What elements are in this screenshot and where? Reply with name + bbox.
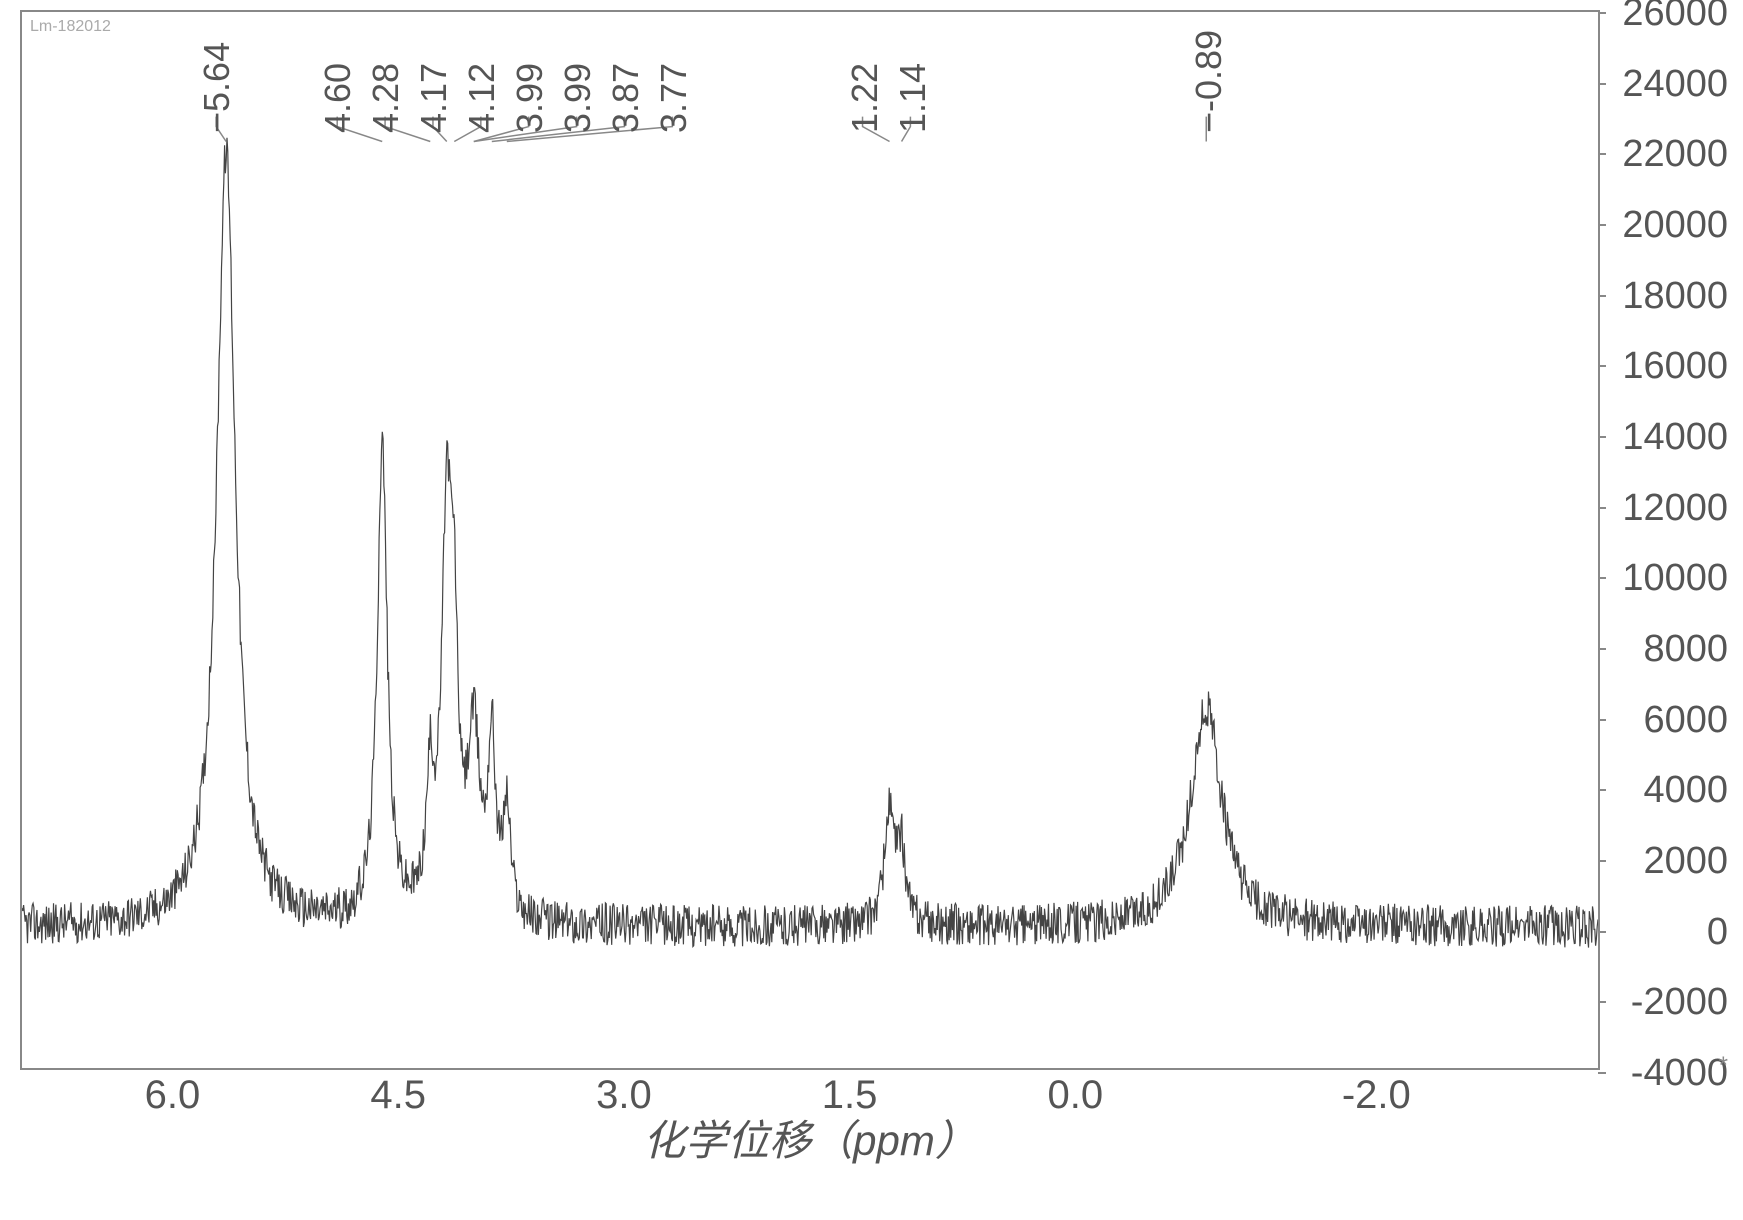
x-tick-label: 6.0 [145,1073,201,1118]
y-tick-mark [1598,931,1606,933]
y-tick-label: 4000 [1643,769,1728,812]
y-tick-mark [1598,577,1606,579]
peak-label: 4.12 [461,63,503,133]
y-tick-mark [1598,507,1606,509]
y-tick-label: 14000 [1622,416,1728,459]
y-tick-mark [1598,1072,1606,1074]
y-tick-mark [1598,860,1606,862]
y-tick-mark [1598,224,1606,226]
y-tick-label: 16000 [1622,345,1728,388]
y-tick-label: 26000 [1622,0,1728,35]
y-tick-mark [1598,12,1606,14]
peak-label: 1.14 [892,63,934,133]
peak-label: 4.17 [413,63,455,133]
y-tick-label: 18000 [1622,275,1728,318]
y-tick-mark [1598,153,1606,155]
y-tick-label: 8000 [1643,628,1728,671]
x-tick-label: 4.5 [370,1073,426,1118]
x-tick-label: 0.0 [1048,1073,1104,1118]
nmr-chart: Lm-182012 −5.644.604.284.174.123.993.993… [20,10,1600,1070]
y-tick-mark [1598,789,1606,791]
peak-label: 4.28 [365,63,407,133]
asterisk-mark: * [1719,1052,1728,1080]
y-tick-label: 22000 [1622,133,1728,176]
y-tick-mark [1598,719,1606,721]
peak-label: 4.60 [317,63,359,133]
x-tick-label: -2.0 [1342,1073,1411,1118]
y-tick-label: -2000 [1631,981,1728,1024]
peak-label: 3.99 [557,63,599,133]
y-tick-label: 12000 [1622,487,1728,530]
y-tick-label: 10000 [1622,557,1728,600]
peak-label: 3.99 [509,63,551,133]
y-tick-label: 2000 [1643,840,1728,883]
peak-label: 1.22 [844,63,886,133]
y-tick-mark [1598,365,1606,367]
peak-label: 3.87 [605,63,647,133]
y-tick-label: -4000 [1631,1052,1728,1095]
spectrum-plot [22,12,1598,1068]
y-tick-label: 0 [1707,911,1728,954]
y-tick-mark [1598,648,1606,650]
y-tick-label: 6000 [1643,699,1728,742]
x-axis-label: 化学位移（ppm） [643,1107,977,1168]
peak-label: −5.64 [196,42,238,133]
y-tick-mark [1598,83,1606,85]
peak-label: 3.77 [653,63,695,133]
y-tick-label: 20000 [1622,204,1728,247]
y-tick-mark [1598,295,1606,297]
y-tick-mark [1598,436,1606,438]
y-tick-label: 24000 [1622,63,1728,106]
peak-label: −-0.89 [1188,30,1230,133]
y-tick-mark [1598,1001,1606,1003]
